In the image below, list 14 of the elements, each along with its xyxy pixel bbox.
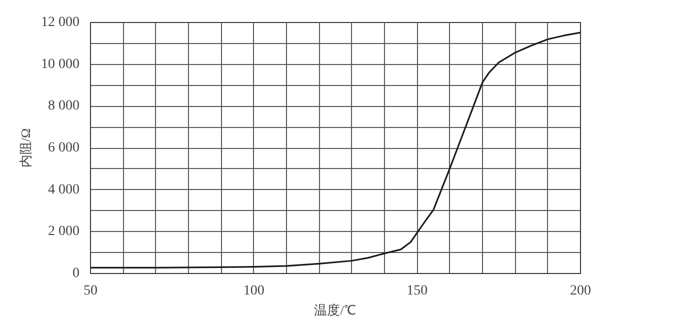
y-tick-label: 0 [72,266,80,281]
y-tick-label: 2 000 [48,224,80,240]
x-tick-label: 50 [84,284,98,298]
y-tick-label: 6 000 [48,140,80,156]
x-tick-label: 100 [243,284,264,298]
x-tick-label: 150 [406,284,428,298]
x-tick-label: 200 [570,284,591,298]
y-axis-title: 内阻/Ω [18,128,33,168]
x-axis-title: 温度/℃ [314,302,356,318]
y-tick-label: 8 000 [48,98,80,114]
line-series [90,32,580,268]
y-tick-label: 12 000 [41,15,80,30]
y-tick-label: 4 000 [48,182,80,198]
y-tick-label: 10 000 [41,56,80,72]
